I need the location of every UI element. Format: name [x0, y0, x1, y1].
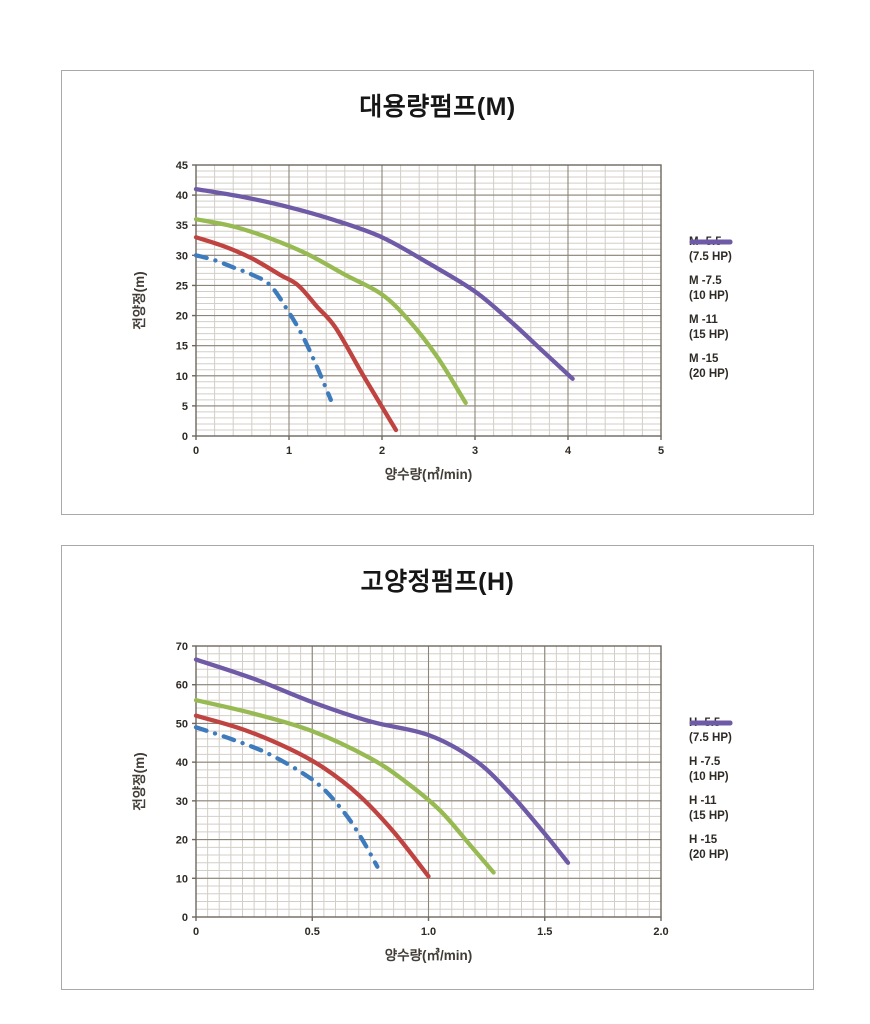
legend-text: M -15 (20 HP): [689, 352, 729, 382]
curve-M-7.5: [193, 235, 399, 433]
legend-item-M-11: M -11 (15 HP): [689, 239, 733, 343]
series-curves: [193, 657, 571, 879]
x-tick-label: 4: [565, 445, 572, 457]
y-tick-label: 45: [176, 160, 188, 172]
legend-text: H -7.5 (10 HP): [689, 755, 729, 785]
legend-item-M-15: M -15 (20 HP): [689, 239, 733, 382]
x-tick-label: 3: [472, 445, 478, 457]
y-tick-label: 0: [182, 431, 188, 443]
curve-H-15: [193, 657, 571, 865]
chart-canvas: 0 0.5 1.0 1.5 2.0 0 10 20 30 40 50 60 70 양수량(㎥/min) 전양…: [131, 641, 669, 963]
axis-ticks: [192, 645, 662, 921]
legend-text: M -7.5 (10 HP): [689, 274, 729, 304]
y-tick-label: 50: [176, 718, 188, 730]
plot-border: [195, 164, 662, 437]
y-tick-label: 10: [176, 371, 188, 383]
y-tick-label: 30: [176, 250, 188, 262]
chart-panel-m: 대용량펌프(M) 0 1 2 3 4 5 0 5 10 15 20 25 30 35 40 45 양수량(㎥/m…: [61, 70, 814, 515]
x-axis-label: 양수량(㎥/min): [385, 466, 473, 482]
legend-series-name: H -15: [689, 833, 718, 846]
legend-series-power: (10 HP): [689, 770, 729, 783]
legend-item-H-15: H -15 (20 HP): [689, 720, 733, 863]
x-tick-label: 1: [286, 445, 292, 457]
curve-M-15: [193, 186, 575, 381]
y-tick-label: 20: [176, 311, 188, 323]
legend-series-power: (20 HP): [689, 367, 729, 380]
y-tick-label: 60: [176, 680, 188, 692]
grid-major: [196, 165, 661, 436]
curve-H-5.5: [193, 725, 380, 869]
x-tick-label: 1.0: [421, 926, 436, 938]
curve-M-11: [193, 217, 468, 406]
legend: H -5.5(7.5 HP)H -7.5(10 HP)H -11(15 HP)H…: [689, 716, 733, 863]
y-tick-label: 35: [176, 220, 188, 232]
legend-text: M -11 (15 HP): [689, 313, 729, 343]
x-tick-label: 0: [193, 445, 199, 457]
x-tick-label: 1.5: [537, 926, 552, 938]
x-tick-label: 2.0: [653, 926, 668, 938]
legend-series-name: M -15: [689, 352, 719, 365]
curve-H-7.5: [193, 713, 431, 879]
legend-line-icon: [689, 720, 733, 726]
legend-line-icon: [689, 239, 733, 245]
legend-item-M-7.5: M -7.5 (10 HP): [689, 239, 733, 304]
y-tick-label: 40: [176, 190, 188, 202]
legend-series-power: (7.5 HP): [689, 250, 732, 263]
curve-H-11: [193, 698, 496, 875]
x-tick-label: 2: [379, 445, 385, 457]
legend-series-power: (15 HP): [689, 328, 729, 341]
chart-title-h: 고양정펌프(H): [360, 568, 515, 596]
y-tick-label: 0: [182, 912, 188, 924]
legend-series-name: M -11: [689, 313, 718, 326]
legend-series-name: H -7.5: [689, 755, 721, 768]
y-tick-label: 10: [176, 873, 188, 885]
y-tick-label: 40: [176, 757, 188, 769]
y-axis-label: 전양정(m): [131, 752, 147, 810]
chart-title-m: 대용량펌프(M): [359, 93, 516, 121]
legend-series-name: M -7.5: [689, 274, 722, 287]
series-curves: [193, 186, 575, 433]
legend-item-H-7.5: H -7.5 (10 HP): [689, 720, 733, 785]
legend-series-name: H -11: [689, 794, 717, 807]
x-axis-label: 양수량(㎥/min): [385, 947, 473, 963]
y-tick-label: 15: [176, 341, 188, 353]
chart-h: 0 0.5 1.0 1.5 2.0 0 10 20 30 40 50 60 70 양수량(㎥/min) 전양…: [62, 546, 813, 989]
legend-text: H -11 (15 HP): [689, 794, 729, 824]
y-axis-label: 전양정(m): [131, 271, 147, 329]
legend-series-power: (20 HP): [689, 848, 729, 861]
y-tick-label: 20: [176, 835, 188, 847]
y-tick-label: 25: [176, 280, 188, 292]
curve-M-5.5: [193, 253, 333, 403]
x-tick-label: 0.5: [305, 926, 320, 938]
tick-labels: 0 0.5 1.0 1.5 2.0 0 10 20 30 40 50 60 70: [176, 641, 669, 938]
y-tick-label: 30: [176, 796, 188, 808]
chart-m: 0 1 2 3 4 5 0 5 10 15 20 25 30 35 40 45 양수량(㎥/min) 전양정(m)…: [62, 71, 813, 514]
legend-series-power: (15 HP): [689, 809, 729, 822]
legend-item-H-11: H -11 (15 HP): [689, 720, 733, 824]
legend: M -5.5(7.5 HP)M -7.5(10 HP)M -11(15 HP)M…: [689, 235, 733, 382]
x-tick-label: 0: [193, 926, 199, 938]
grid-minor: [196, 165, 661, 436]
chart-panel-h: 고양정펌프(H) 0 0.5 1.0 1.5 2.0 0 10 20 30 40 50 60 70 양수량…: [61, 545, 814, 990]
y-tick-label: 5: [182, 401, 188, 413]
legend-text: H -15 (20 HP): [689, 833, 729, 863]
legend-series-power: (10 HP): [689, 289, 729, 302]
y-tick-label: 70: [176, 641, 188, 653]
x-tick-label: 5: [658, 445, 664, 457]
legend-series-power: (7.5 HP): [689, 731, 732, 744]
axis-ticks: [192, 164, 662, 440]
